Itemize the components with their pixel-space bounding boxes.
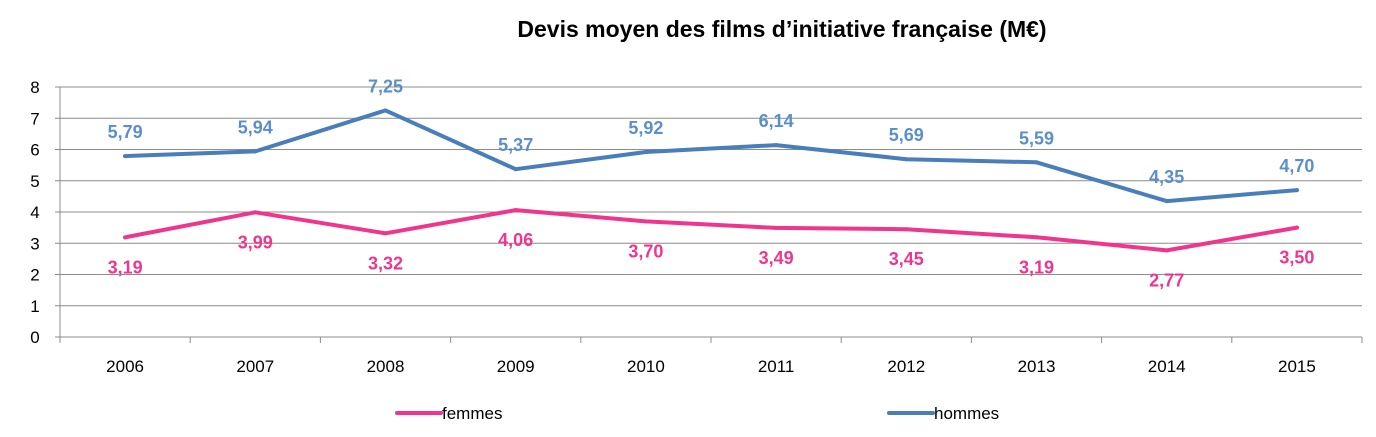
data-point-hommes — [1164, 199, 1169, 204]
data-label-hommes: 7,25 — [368, 76, 403, 96]
data-label-hommes: 5,94 — [238, 117, 273, 137]
y-axis-ticks: 0 1 2 3 4 5 6 7 8 — [30, 78, 39, 347]
data-point-hommes — [123, 154, 128, 159]
legend-label-hommes: hommes — [934, 404, 999, 423]
data-label-hommes: 5,59 — [1019, 128, 1054, 148]
data-point-femmes — [643, 219, 648, 224]
data-label-femmes: 3,99 — [238, 232, 273, 252]
data-point-femmes — [1294, 225, 1299, 230]
data-point-femmes — [774, 225, 779, 230]
data-point-femmes — [1034, 235, 1039, 240]
data-point-femmes — [513, 208, 518, 213]
y-tick-label: 1 — [30, 297, 39, 316]
x-tick-label: 2010 — [627, 357, 665, 376]
data-point-hommes — [383, 108, 388, 113]
data-label-femmes: 3,45 — [889, 249, 924, 269]
data-point-hommes — [253, 149, 258, 154]
data-label-femmes: 3,32 — [368, 253, 403, 273]
y-tick-label: 0 — [30, 328, 39, 347]
data-label-hommes: 5,69 — [889, 125, 924, 145]
x-tick-label: 2009 — [497, 357, 535, 376]
data-label-femmes: 3,19 — [108, 257, 143, 277]
data-label-femmes: 3,19 — [1019, 257, 1054, 277]
data-label-hommes: 5,79 — [108, 122, 143, 142]
y-tick-label: 8 — [30, 78, 39, 97]
chart-title: Devis moyen des films d’initiative franç… — [517, 16, 1047, 42]
data-label-hommes: 6,14 — [759, 111, 794, 131]
data-label-femmes: 3,70 — [628, 241, 663, 261]
x-tick-label: 2006 — [106, 357, 144, 376]
series-line-hommes — [123, 108, 1299, 204]
data-label-femmes: 4,06 — [498, 230, 533, 250]
data-label-hommes: 4,35 — [1149, 167, 1184, 187]
data-point-femmes — [123, 235, 128, 240]
x-tick-label: 2011 — [758, 357, 795, 376]
data-point-femmes — [253, 210, 258, 215]
data-label-hommes: 4,70 — [1279, 156, 1314, 176]
series-line-femmes — [123, 208, 1299, 253]
data-point-femmes — [1164, 248, 1169, 253]
data-label-femmes: 2,77 — [1149, 270, 1184, 290]
data-point-hommes — [1294, 188, 1299, 193]
data-label-femmes: 3,49 — [759, 248, 794, 268]
legend-label-femmes: femmes — [442, 404, 502, 423]
data-point-femmes — [383, 231, 388, 236]
y-tick-label: 3 — [30, 234, 39, 253]
x-tick-label: 2014 — [1148, 357, 1186, 376]
y-tick-label: 5 — [30, 172, 39, 191]
data-point-hommes — [904, 157, 909, 162]
data-point-hommes — [774, 143, 779, 148]
data-point-hommes — [513, 167, 518, 172]
x-tick-label: 2007 — [236, 357, 274, 376]
data-point-hommes — [1034, 160, 1039, 165]
x-tick-label: 2015 — [1278, 357, 1316, 376]
series-lines — [123, 108, 1299, 253]
data-label-femmes: 3,50 — [1279, 248, 1314, 268]
data-point-femmes — [904, 227, 909, 232]
data-point-hommes — [643, 150, 648, 154]
y-tick-label: 2 — [30, 266, 39, 285]
data-label-hommes: 5,92 — [628, 118, 663, 138]
x-tick-label: 2013 — [1018, 357, 1056, 376]
x-tick-label: 2012 — [887, 357, 925, 376]
legend: femmes hommes — [395, 404, 999, 423]
x-axis-ticks: 2006 2007 2008 2009 2010 2011 2012 2013 2014 2015 — [106, 357, 1316, 376]
y-tick-label: 7 — [30, 109, 39, 128]
y-tick-label: 6 — [30, 141, 39, 160]
x-tick-label: 2008 — [367, 357, 405, 376]
axes — [55, 86, 1363, 343]
data-labels: 3,19 3,99 3,32 4,06 3,70 3,49 3,45 3,19 2,77 3,50… — [108, 76, 1315, 290]
data-label-hommes: 5,37 — [498, 135, 533, 155]
y-tick-label: 4 — [30, 203, 39, 222]
